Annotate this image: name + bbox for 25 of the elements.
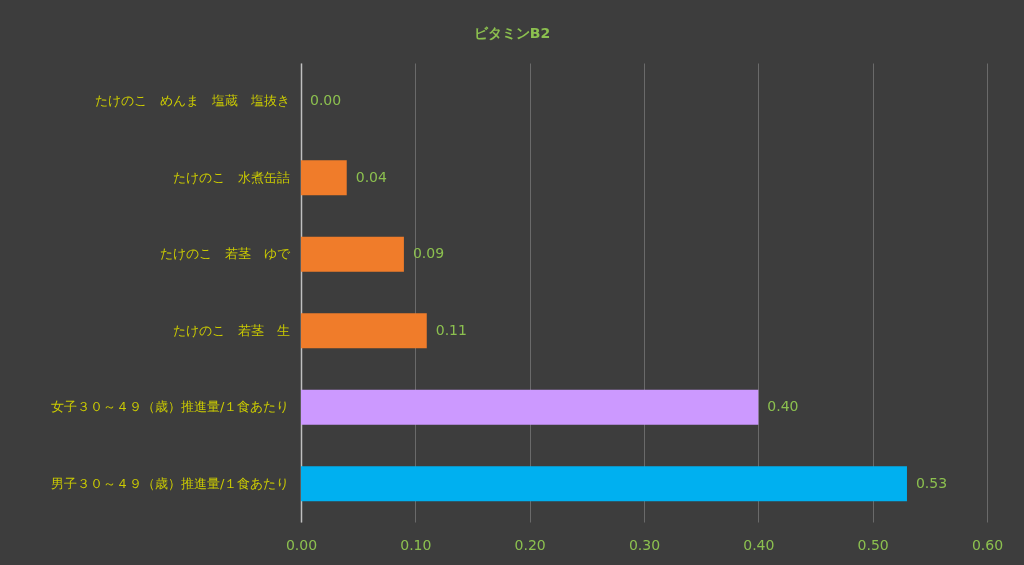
x-tick-label: 0.50 [857, 536, 889, 553]
data-label: 0.11 [435, 321, 467, 338]
x-tick-label: 0.60 [971, 536, 1004, 553]
bar [301, 466, 907, 502]
y-tick-label: たけのこ 水煮缶詰 [172, 169, 290, 185]
x-tick-label: 0.30 [628, 536, 661, 553]
y-tick-label: 男子３０～４９（歳）推進量/１食あたり [51, 475, 290, 491]
x-tick-label: 0.00 [285, 536, 318, 553]
data-label: 0.53 [915, 474, 948, 491]
y-tick-label: たけのこ めんま 塩蔵 塩抜き [94, 93, 290, 109]
data-label: 0.09 [412, 245, 445, 262]
y-tick-label: 女子３０～４９（歳）推進量/１食あたり [51, 399, 290, 415]
bar [301, 160, 347, 196]
x-tick-label: 0.40 [743, 536, 775, 553]
y-tick-label: たけのこ 若茎 ゆで [159, 246, 291, 262]
y-tick-label: たけのこ 若茎 生 [172, 322, 290, 338]
data-label: 0.00 [310, 92, 342, 109]
chart-title: ビタミンB2 [473, 25, 551, 41]
bar [301, 389, 759, 425]
data-label: 0.04 [355, 168, 387, 185]
x-tick-label: 0.20 [514, 536, 546, 553]
data-label: 0.40 [767, 398, 799, 415]
x-tick-label: 0.10 [400, 536, 432, 553]
bar [301, 313, 427, 349]
bar [301, 236, 404, 272]
